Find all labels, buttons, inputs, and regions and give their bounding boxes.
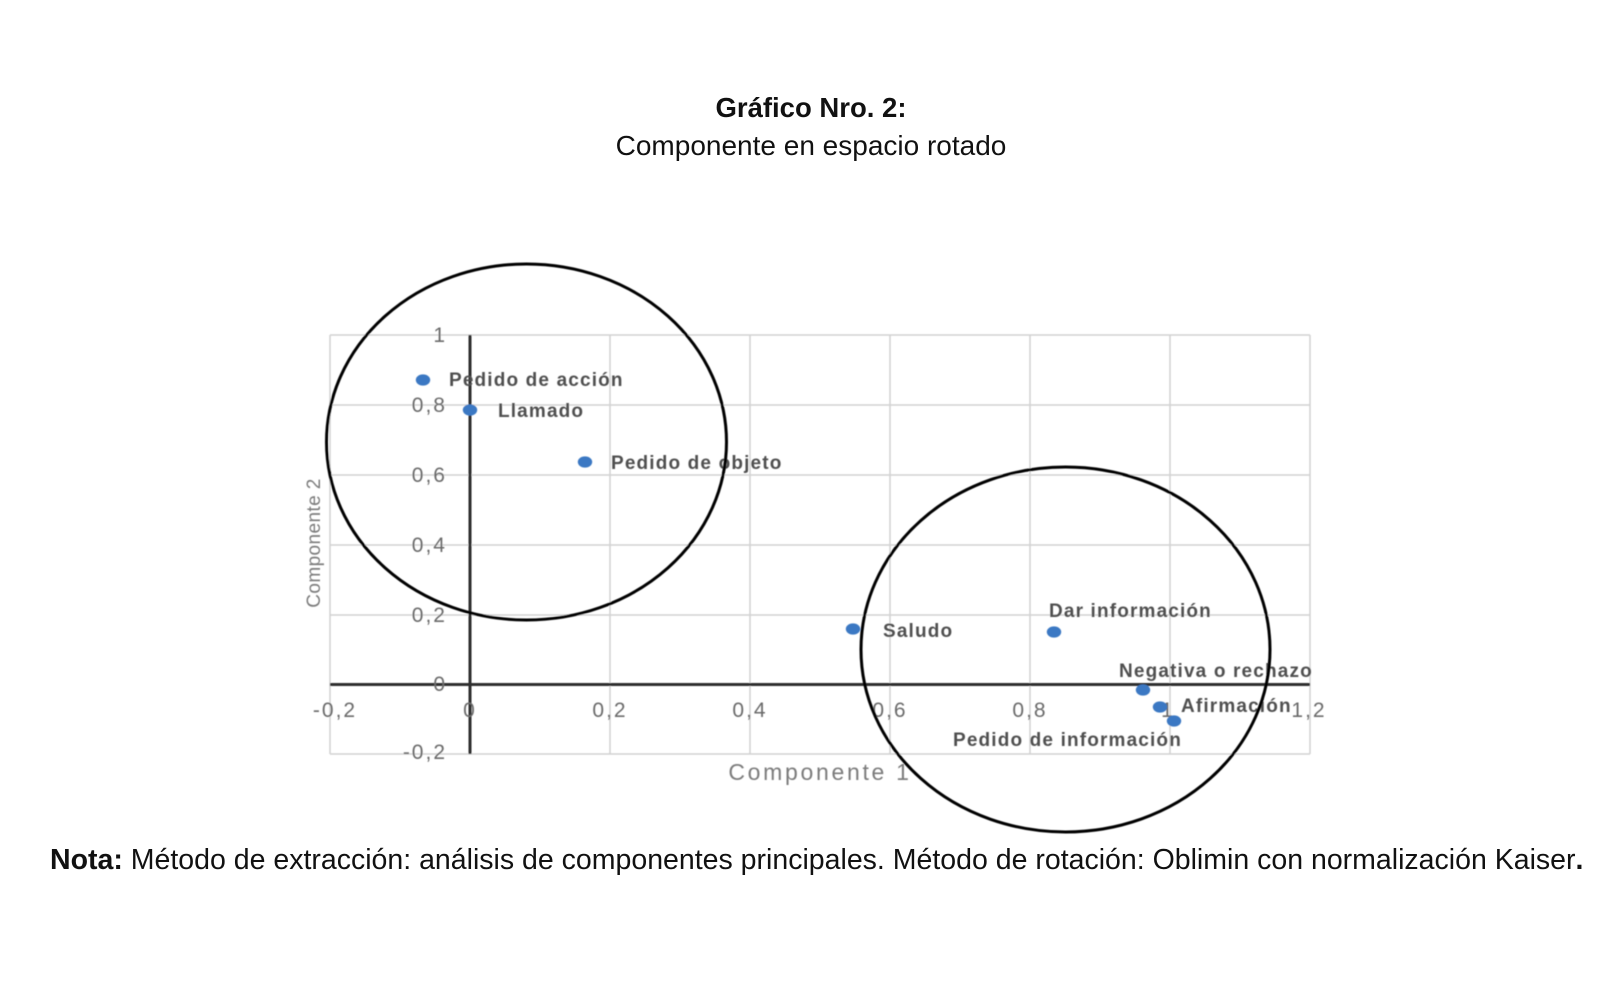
svg-text:-0,2: -0,2 bbox=[313, 699, 357, 722]
svg-text:Llamado: Llamado bbox=[498, 401, 584, 422]
svg-text:Saludo: Saludo bbox=[883, 621, 953, 642]
svg-text:Componente 2: Componente 2 bbox=[304, 478, 325, 607]
svg-text:-0,2: -0,2 bbox=[403, 741, 447, 764]
svg-text:0,4: 0,4 bbox=[732, 699, 767, 722]
svg-text:Dar información: Dar información bbox=[1049, 601, 1212, 622]
svg-text:Gráfico Nro. 2:: Gráfico Nro. 2: bbox=[715, 92, 906, 123]
svg-text:Nota: Método de extracción: an: Nota: Método de extracción: análisis de … bbox=[50, 844, 1583, 876]
svg-text:1: 1 bbox=[1161, 699, 1175, 722]
svg-text:Afirmación: Afirmación bbox=[1181, 696, 1292, 717]
svg-text:Negativa o rechazo: Negativa o rechazo bbox=[1119, 661, 1313, 682]
svg-text:0: 0 bbox=[433, 673, 447, 696]
svg-text:0,6: 0,6 bbox=[412, 464, 447, 487]
svg-text:Componente 1: Componente 1 bbox=[728, 759, 911, 785]
svg-text:1: 1 bbox=[433, 324, 447, 347]
svg-text:0: 0 bbox=[463, 699, 477, 722]
svg-text:0,4: 0,4 bbox=[412, 534, 447, 557]
svg-text:0,8: 0,8 bbox=[1012, 699, 1047, 722]
svg-text:Pedido de acción: Pedido de acción bbox=[449, 370, 624, 391]
svg-text:0,8: 0,8 bbox=[412, 394, 447, 417]
svg-text:Pedido de objeto: Pedido de objeto bbox=[611, 453, 782, 474]
svg-text:0,2: 0,2 bbox=[592, 699, 627, 722]
svg-text:0,2: 0,2 bbox=[412, 604, 447, 627]
svg-text:Pedido de información: Pedido de información bbox=[953, 730, 1182, 751]
svg-text:1,2: 1,2 bbox=[1291, 699, 1326, 722]
svg-text:Componente en espacio rotado: Componente en espacio rotado bbox=[616, 130, 1007, 161]
svg-text:0,6: 0,6 bbox=[872, 699, 907, 722]
